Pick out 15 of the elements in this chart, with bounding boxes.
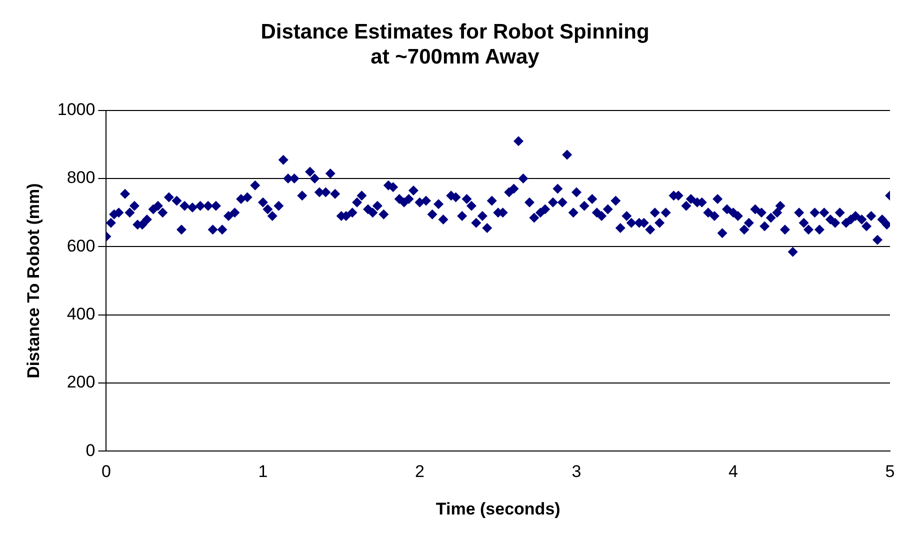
y-axis-title: Distance To Robot (mm) <box>24 183 43 378</box>
y-tick-label: 800 <box>66 168 96 188</box>
y-tick-label: 200 <box>66 372 96 392</box>
chart-title: Distance Estimates for Robot Spinning at ~700mm Away <box>260 20 650 69</box>
y-tick-label: 1000 <box>57 100 96 120</box>
x-tick-label: 2 <box>414 462 424 482</box>
x-tick-label: 0 <box>101 462 111 482</box>
x-tick-label: 4 <box>728 462 738 482</box>
x-axis-title: Time (seconds) <box>436 499 560 518</box>
x-tick-label: 3 <box>572 462 582 482</box>
y-tick-label: 600 <box>66 236 96 256</box>
y-tick-label: 400 <box>66 304 96 324</box>
y-tick-label: 0 <box>86 440 96 460</box>
x-tick-label: 1 <box>258 462 268 482</box>
x-tick-label: 5 <box>885 462 895 482</box>
